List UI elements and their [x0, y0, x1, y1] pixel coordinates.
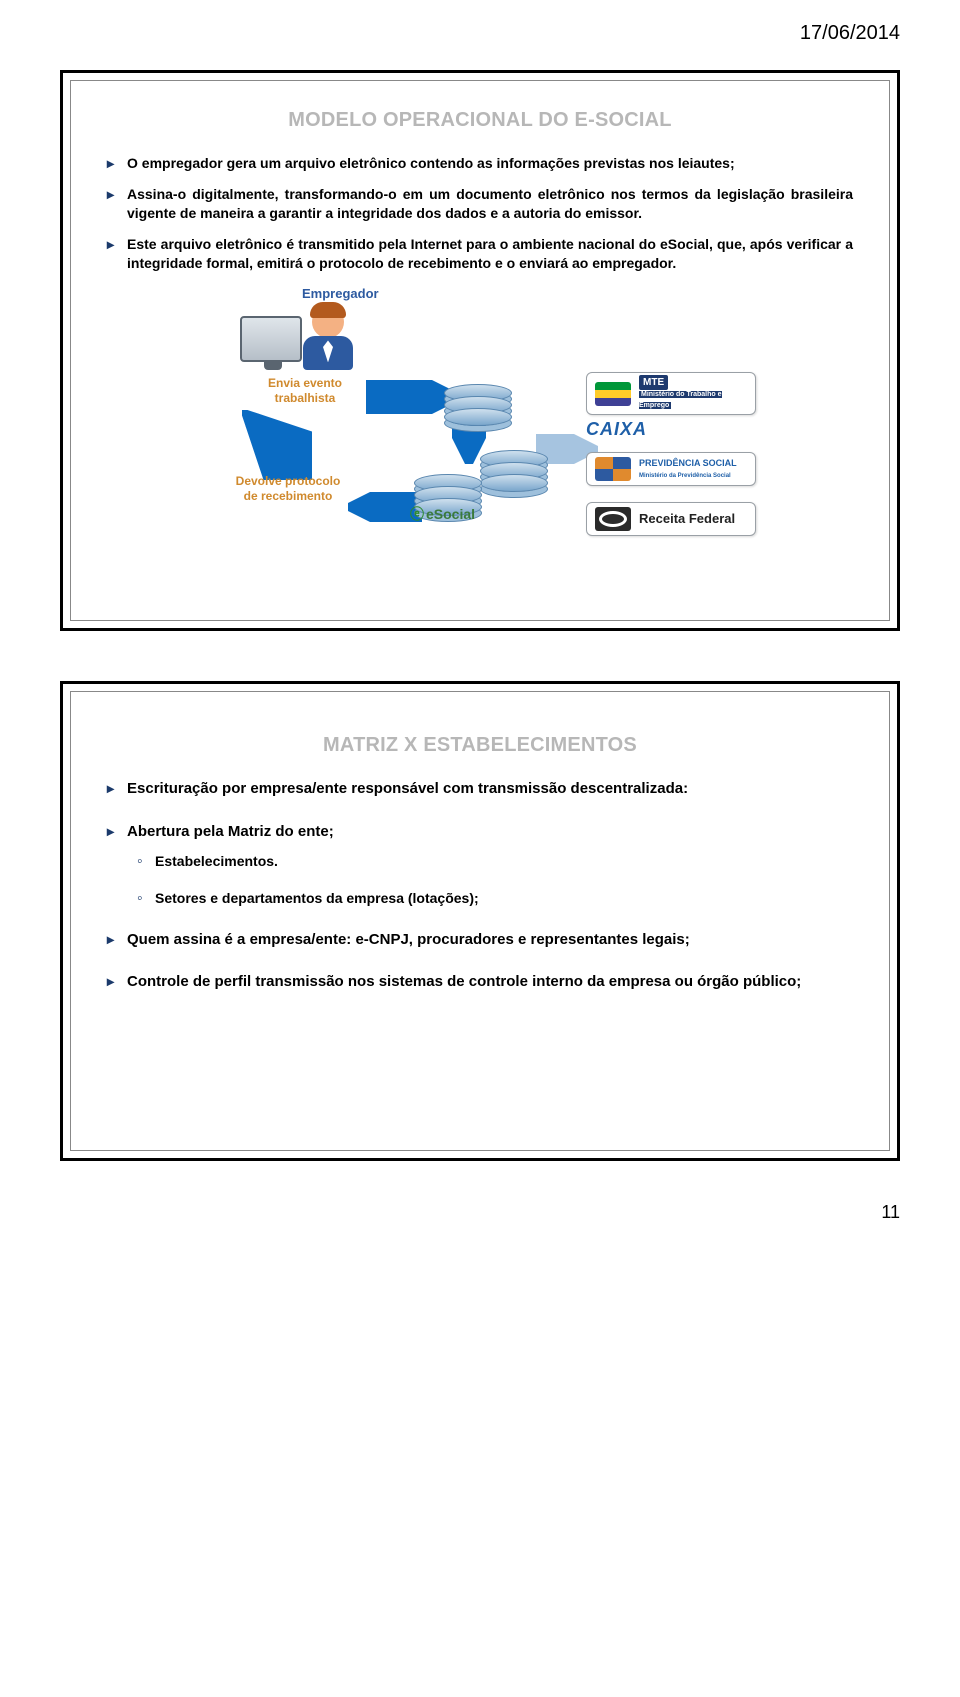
org-name: PREVIDÊNCIA SOCIAL	[639, 458, 737, 468]
bullet-text: Abertura pela Matriz do ente;	[127, 823, 334, 840]
org-mte: MTE Ministério do Trabalho e Emprego	[586, 372, 756, 415]
org-previdencia: PREVIDÊNCIA SOCIAL Ministério da Previdê…	[586, 452, 756, 486]
sub-bullet: Estabelecimentos.	[137, 852, 853, 871]
org-name: MTE	[639, 375, 668, 390]
slide-2-inner: MATRIZ X ESTABELECIMENTOS Escrituração p…	[70, 691, 890, 1151]
server-stack-icon	[444, 390, 512, 426]
slide-2: MATRIZ X ESTABELECIMENTOS Escrituração p…	[60, 681, 900, 1161]
diagram: Empregador	[180, 284, 780, 584]
slide-1: MODELO OPERACIONAL DO E-SOCIAL O emprega…	[60, 70, 900, 631]
bullet: Controle de perfil transmissão nos siste…	[107, 972, 853, 992]
sub-bullet: Setores e departamentos da empresa (lota…	[137, 889, 853, 908]
slide-2-title: MATRIZ X ESTABELECIMENTOS	[107, 734, 853, 757]
person-icon	[312, 306, 353, 370]
bullet: Escrituração por empresa/ente responsáve…	[107, 779, 853, 799]
org-sub: Ministério do Trabalho e Emprego	[639, 391, 722, 409]
org-sub: Ministério da Previdência Social	[639, 473, 731, 479]
logo-icon	[595, 457, 631, 481]
slide-1-inner: MODELO OPERACIONAL DO E-SOCIAL O emprega…	[70, 80, 890, 621]
bullet: Assina-o digitalmente, transformando-o e…	[107, 185, 853, 223]
server-stack-icon	[480, 456, 548, 492]
bullet: Este arquivo eletrônico é transmitido pe…	[107, 235, 853, 273]
bullet: Abertura pela Matriz do ente; Estabeleci…	[107, 822, 853, 908]
bullet: Quem assina é a empresa/ente: e-CNPJ, pr…	[107, 930, 853, 950]
org-caixa: CAIXA	[586, 416, 756, 444]
label-send: Envia evento trabalhista	[250, 376, 360, 405]
logo-icon	[595, 507, 631, 531]
label-return: Devolve protocolo de recebimento	[228, 474, 348, 503]
arrow-diag-up	[242, 410, 312, 480]
monitor-icon	[240, 316, 302, 362]
org-name: Receita Federal	[639, 512, 735, 526]
arrow-right	[366, 380, 456, 414]
page-number: 11	[881, 1202, 900, 1223]
org-receita: Receita Federal	[586, 502, 756, 536]
header-date: 17/06/2014	[800, 22, 900, 45]
bullet: O empregador gera um arquivo eletrônico …	[107, 154, 853, 173]
slide-1-title: MODELO OPERACIONAL DO E-SOCIAL	[107, 109, 853, 132]
page: 17/06/2014 MODELO OPERACIONAL DO E-SOCIA…	[0, 0, 960, 1241]
slide-1-bullets: O empregador gera um arquivo eletrônico …	[107, 154, 853, 272]
org-name: CAIXA	[586, 420, 647, 440]
employer-icon	[240, 306, 370, 384]
sub-list: Estabelecimentos. Setores e departamento…	[127, 852, 853, 908]
label-esocial: eSocial	[410, 504, 475, 524]
label-employer: Empregador	[302, 286, 379, 301]
slide-2-bullets: Escrituração por empresa/ente responsáve…	[107, 779, 853, 992]
flag-icon	[595, 382, 631, 406]
